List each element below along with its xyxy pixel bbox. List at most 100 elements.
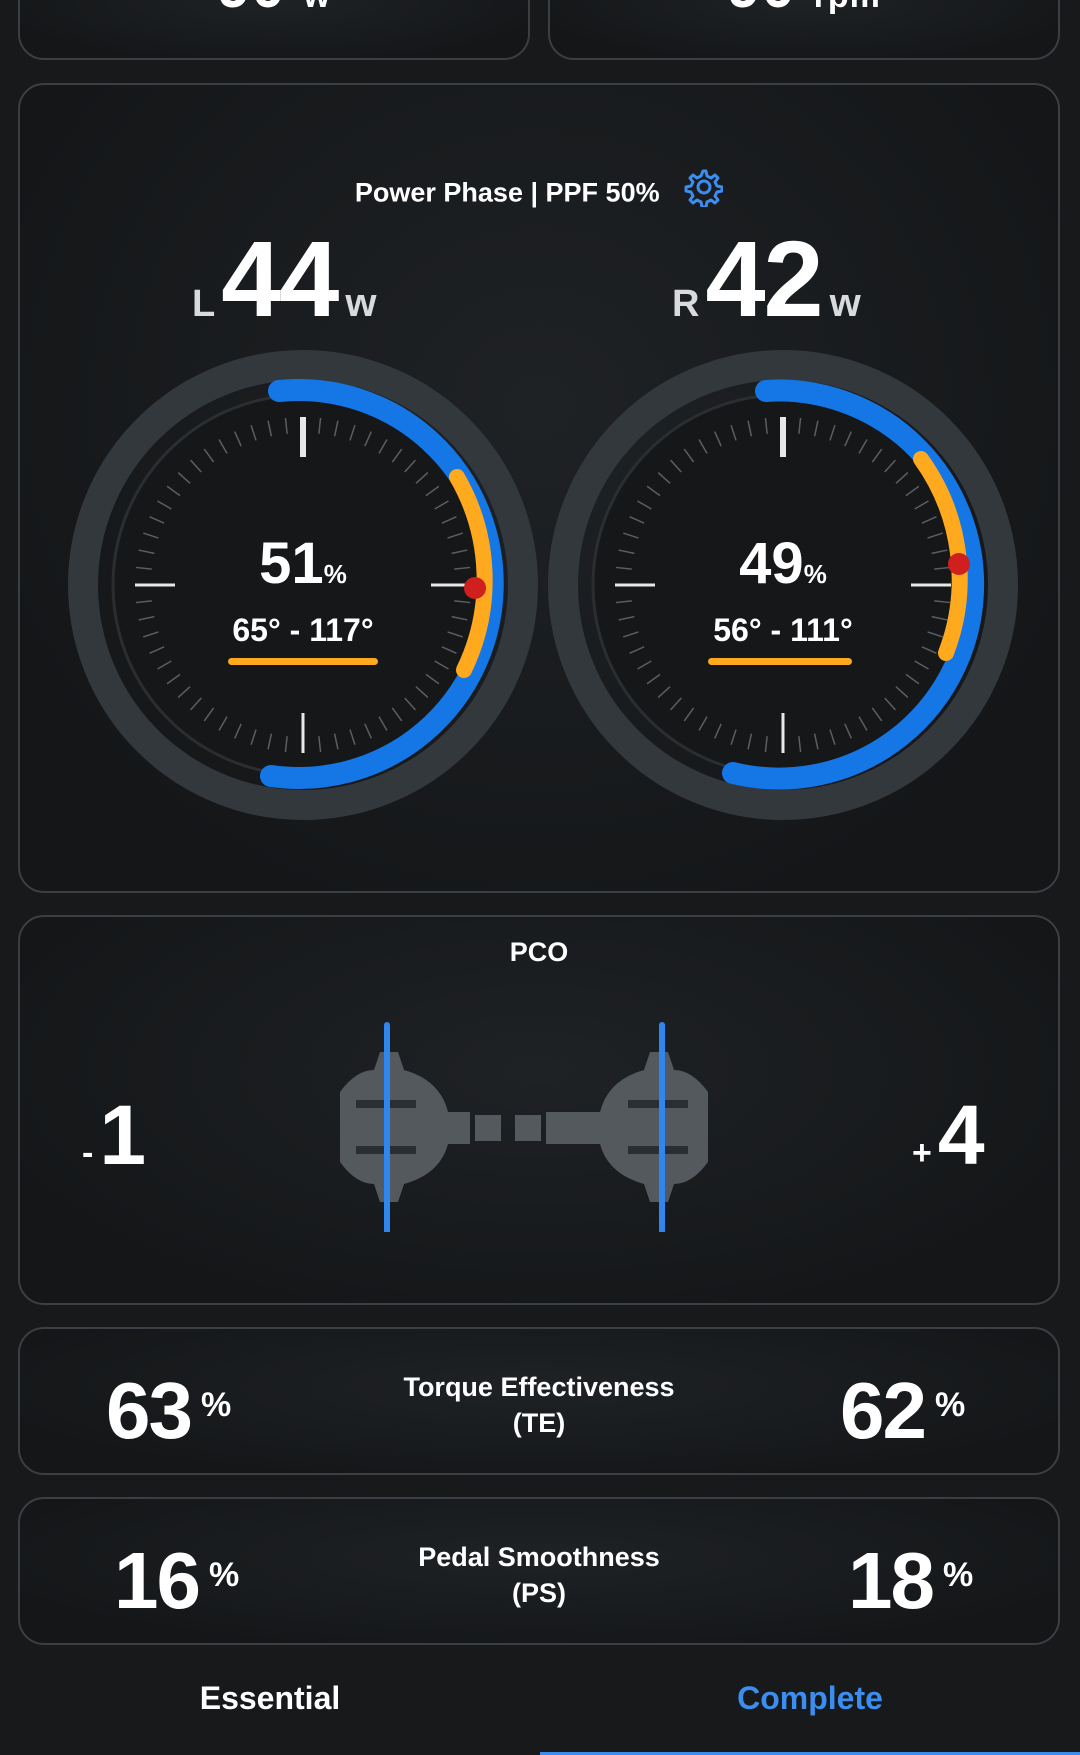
gauge-tick (203, 448, 215, 463)
gauge-tick (378, 716, 388, 731)
gauge-tick (203, 707, 215, 722)
gauge-tick (425, 485, 440, 497)
gauge-tick (829, 729, 836, 746)
gauge-tick (637, 500, 652, 510)
gauge-tick (333, 733, 339, 750)
cadence-summary-card: 90 rpm (548, 0, 1060, 60)
gauge-tick (451, 615, 468, 621)
gauge-tick (138, 549, 155, 555)
gauge-tick (391, 707, 403, 722)
gauge-tick (157, 660, 172, 670)
gear-icon[interactable] (683, 167, 724, 214)
left-te-value: 63% (106, 1366, 232, 1455)
right-blue-arc (722, 379, 985, 790)
gauge-tick (730, 729, 737, 746)
gauge-tick (844, 723, 853, 739)
gauge-tick (934, 566, 951, 570)
gauge-tick (858, 716, 868, 731)
gauge-tick (618, 615, 635, 621)
gauge-tick (415, 686, 429, 698)
gauge-tick (657, 472, 671, 484)
right-peak-marker (948, 553, 970, 575)
gauge-tick (454, 566, 471, 570)
right-te-value: 62% (840, 1366, 966, 1455)
gauge-tick (914, 500, 929, 510)
left-range-underline (228, 658, 378, 665)
right-gauge-graphic (548, 350, 1018, 820)
gauge-tick (349, 729, 356, 746)
ps-label: Pedal Smoothness (PS) (418, 1542, 660, 1608)
gauge-tick (404, 459, 416, 473)
gauge-tick (813, 420, 819, 437)
gauge-tick (764, 417, 768, 434)
right-power: R42 w (672, 218, 861, 339)
gauge-tick (618, 549, 635, 555)
gauge-tick (629, 646, 645, 655)
gauge-tick (378, 439, 388, 454)
left-blue-arc (260, 379, 504, 789)
gauge-tick (798, 417, 802, 434)
gauge-tick (447, 532, 464, 539)
gauge-tick (646, 673, 661, 685)
gauge-tick (813, 733, 819, 750)
gauge-tick (218, 439, 228, 454)
gauge-tick (333, 420, 339, 437)
gauge-tick (135, 600, 152, 604)
gauge-tick (905, 673, 920, 685)
gauge-tick (318, 736, 322, 753)
gauge-tick (615, 600, 632, 604)
gauge-tick (637, 660, 652, 670)
left-pco-value: -1 (82, 1088, 147, 1182)
gauge-tick (364, 723, 373, 739)
gauge-tick (177, 472, 191, 484)
right-phase-percent: 49% (739, 531, 827, 596)
gauge-tick (142, 532, 159, 539)
gauge-tick (713, 723, 722, 739)
tab-essential[interactable]: Essential (199, 1680, 341, 1716)
left-orange-arc (449, 469, 493, 678)
gauge-tick (267, 420, 273, 437)
gauge-tick (404, 697, 416, 711)
gauge-tick (747, 733, 753, 750)
gauge-tick (142, 631, 159, 638)
gauge-tick (629, 515, 645, 524)
power-summary-card: 90 w (18, 0, 530, 60)
left-peak-marker (464, 577, 486, 599)
gauge-tick (233, 431, 242, 447)
gauge-tick (646, 485, 661, 497)
gauge-tick (157, 500, 172, 510)
gauge-tick (267, 733, 273, 750)
left-gauge-ticks (135, 417, 471, 753)
cadence-summary-value: 90 rpm (550, 0, 1058, 21)
gauge-tick (447, 631, 464, 638)
gauge-tick (927, 631, 944, 638)
pedals-illustration (340, 1022, 708, 1232)
gauge-tick (250, 424, 257, 441)
gauge-tick (349, 424, 356, 441)
tab-complete[interactable]: Complete (737, 1680, 883, 1716)
gauge-tick (921, 515, 937, 524)
right-pco-line (659, 1022, 665, 1232)
gauge-tick (177, 686, 191, 698)
torque-effectiveness-card: 63% Torque Effectiveness (TE) 62% (18, 1327, 1060, 1475)
gauge-tick (284, 417, 288, 434)
gauge-tick (218, 716, 228, 731)
gauge-tick (454, 600, 471, 604)
gauge-tick (829, 424, 836, 441)
gauge-tick (622, 532, 639, 539)
gauge-tick (683, 707, 695, 722)
gauge-tick (884, 697, 896, 711)
gauge-tick (615, 566, 632, 570)
gauge-tick (683, 448, 695, 463)
tab-active-indicator (540, 1752, 1080, 1755)
gauge-tick (698, 439, 708, 454)
pco-card: PCO -1 +4 (18, 915, 1060, 1305)
right-range-underline (708, 658, 852, 665)
left-ps-value: 16% (114, 1536, 240, 1625)
gauge-tick (166, 673, 181, 685)
left-pco-line (384, 1022, 390, 1232)
gauge-tick (166, 485, 181, 497)
right-power-phase-gauge: 49% 56° - 111° (548, 350, 1018, 820)
left-power-phase-gauge: 51% 65° - 117° (68, 350, 538, 820)
gauge-tick (434, 660, 449, 670)
